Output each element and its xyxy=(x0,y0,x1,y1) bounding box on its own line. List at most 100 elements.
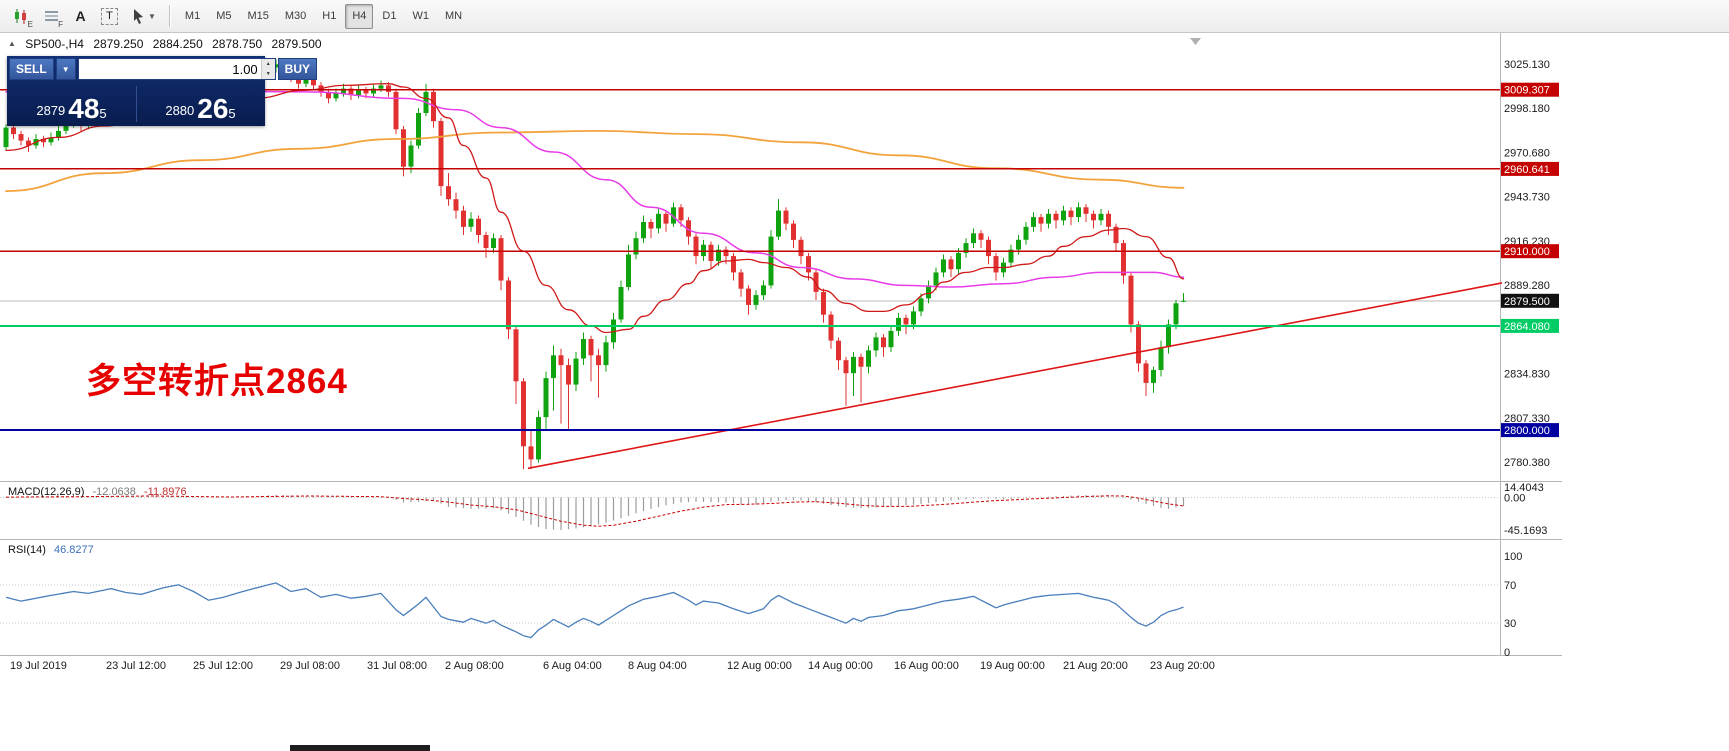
macd-name: MACD(12,26,9) xyxy=(8,486,85,498)
trade-options-dropdown[interactable]: ▼ xyxy=(55,58,76,80)
price-badge xyxy=(1501,293,1559,308)
macd-indicator-label: MACD(12,26,9) -12.0638 -11.8976 xyxy=(8,486,192,498)
cursor-tool-icon xyxy=(134,9,143,24)
svg-text:8 Aug 04:00: 8 Aug 04:00 xyxy=(628,660,687,672)
annotation-a-button[interactable]: A xyxy=(67,4,94,29)
buy-button[interactable]: BUY xyxy=(277,58,318,80)
price-badge xyxy=(1501,161,1559,176)
bid-price[interactable]: 2879 48 5 xyxy=(7,82,136,126)
svg-text:3009.307: 3009.307 xyxy=(1504,85,1550,97)
ma-mid-magenta xyxy=(5,89,1185,288)
timeframe-w1-button[interactable]: W1 xyxy=(405,4,436,29)
svg-text:19 Aug 00:00: 19 Aug 00:00 xyxy=(980,660,1045,672)
volume-input[interactable] xyxy=(78,59,261,79)
timeframe-h4-button[interactable]: H4 xyxy=(345,3,374,29)
chart-shift-marker[interactable] xyxy=(1190,38,1201,45)
svg-text:2943.730: 2943.730 xyxy=(1504,191,1550,203)
candlestick-chart-icon xyxy=(15,9,26,24)
svg-text:31 Jul 08:00: 31 Jul 08:00 xyxy=(367,660,427,672)
svg-text:16 Aug 00:00: 16 Aug 00:00 xyxy=(894,660,959,672)
candlestick-chart-button[interactable]: E xyxy=(7,4,35,29)
trendline[interactable] xyxy=(527,282,1503,470)
price-badge xyxy=(1501,318,1559,333)
chevron-down-icon: ▼ xyxy=(61,64,70,74)
sell-button[interactable]: SELL xyxy=(9,58,54,80)
svg-text:0: 0 xyxy=(1504,647,1510,659)
bid-ask-panel: 2879 48 5 2880 26 5 xyxy=(7,82,265,126)
ask-prefix: 2880 xyxy=(165,103,195,118)
svg-text:2889.280: 2889.280 xyxy=(1504,280,1550,292)
timeframe-h1-button[interactable]: H1 xyxy=(315,4,343,29)
svg-text:2998.180: 2998.180 xyxy=(1504,103,1550,115)
icon-sub-label: E xyxy=(27,19,33,29)
rsi-name: RSI(14) xyxy=(8,544,46,556)
macd-main-value: -12.0638 xyxy=(92,486,136,498)
bar-close-value: 2879.500 xyxy=(271,37,322,51)
rsi-indicator-label: RSI(14) 46.8277 xyxy=(8,544,99,556)
svg-text:2780.380: 2780.380 xyxy=(1504,457,1550,469)
timeframe-m15-button[interactable]: M15 xyxy=(240,4,275,29)
icon-sub-label: F xyxy=(58,19,63,29)
svg-text:21 Aug 20:00: 21 Aug 20:00 xyxy=(1063,660,1128,672)
bar-high-value: 2884.250 xyxy=(152,37,203,51)
taskbar-fragment xyxy=(290,745,430,751)
symbol-period-label: SP500-,H4 xyxy=(25,37,84,51)
svg-text:14 Aug 00:00: 14 Aug 00:00 xyxy=(808,660,873,672)
svg-text:2910.000: 2910.000 xyxy=(1504,246,1550,258)
chevron-down-icon: ▼ xyxy=(148,11,156,21)
volume-increase-button[interactable]: ▲ xyxy=(261,59,275,69)
svg-text:2879.500: 2879.500 xyxy=(1504,296,1550,308)
svg-text:70: 70 xyxy=(1504,580,1516,592)
candles-layer xyxy=(3,59,1186,470)
price-badge xyxy=(1501,244,1559,259)
svg-text:14.4043: 14.4043 xyxy=(1504,482,1544,494)
svg-text:6 Aug 04:00: 6 Aug 04:00 xyxy=(543,660,602,672)
price-badge xyxy=(1501,423,1559,438)
bid-main-digits: 48 xyxy=(68,92,100,124)
timeframe-m1-button[interactable]: M1 xyxy=(178,4,207,29)
bar-low-value: 2878.750 xyxy=(212,37,263,51)
price-annotation-text[interactable]: 多空转折点2864 xyxy=(86,362,348,401)
svg-text:12 Aug 00:00: 12 Aug 00:00 xyxy=(727,660,792,672)
trade-controls-row: SELL ▼ ▲ ▼ BUY xyxy=(7,56,318,82)
timeframe-d1-button[interactable]: D1 xyxy=(375,4,403,29)
svg-text:0.00: 0.00 xyxy=(1504,492,1525,504)
grid-button[interactable]: F xyxy=(37,4,65,29)
svg-text:2 Aug 08:00: 2 Aug 08:00 xyxy=(445,660,504,672)
svg-text:23 Aug 20:00: 23 Aug 20:00 xyxy=(1150,660,1215,672)
svg-text:19 Jul 2019: 19 Jul 2019 xyxy=(10,660,67,672)
ma-slow-orange xyxy=(5,130,1185,192)
svg-text:23 Jul 12:00: 23 Jul 12:00 xyxy=(106,660,166,672)
svg-text:2800.000: 2800.000 xyxy=(1504,425,1550,437)
svg-text:-45.1693: -45.1693 xyxy=(1504,525,1547,537)
svg-text:2970.680: 2970.680 xyxy=(1504,148,1550,160)
svg-text:100: 100 xyxy=(1504,551,1522,563)
timeframe-m5-button[interactable]: M5 xyxy=(209,4,238,29)
timeframe-mn-button[interactable]: MN xyxy=(438,4,469,29)
bar-open-value: 2879.250 xyxy=(93,37,144,51)
panel-separators xyxy=(0,33,1562,656)
svg-text:30: 30 xyxy=(1504,618,1516,630)
ma-fast-red xyxy=(5,83,1185,334)
grid-icon xyxy=(45,11,58,21)
svg-text:2834.830: 2834.830 xyxy=(1504,368,1550,380)
volume-decrease-button[interactable]: ▼ xyxy=(261,69,275,79)
svg-text:3025.130: 3025.130 xyxy=(1504,59,1550,71)
text-tool-button[interactable]: T xyxy=(96,4,123,29)
text-tool-icon: T xyxy=(101,7,118,25)
ask-price[interactable]: 2880 26 5 xyxy=(136,82,265,126)
svg-text:2864.080: 2864.080 xyxy=(1504,321,1550,333)
svg-text:25 Jul 12:00: 25 Jul 12:00 xyxy=(193,660,253,672)
macd-signal-value: -11.8976 xyxy=(143,486,187,498)
timeframe-m30-button[interactable]: M30 xyxy=(278,4,313,29)
volume-field: ▲ ▼ xyxy=(77,58,276,80)
price-divider xyxy=(136,86,137,122)
cursor-tool-button[interactable]: ▼ xyxy=(125,4,161,29)
svg-text:29 Jul 08:00: 29 Jul 08:00 xyxy=(280,660,340,672)
bid-prefix: 2879 xyxy=(36,103,66,118)
toolbar: E F A T ▼ M1 M5 M15 M30 H1 H4 D1 xyxy=(0,0,1729,33)
time-axis[interactable]: 19 Jul 2019 23 Jul 12:00 25 Jul 12:00 29 Ju… xyxy=(10,660,1215,672)
rsi-pane: 100 70 30 0 xyxy=(0,551,1522,659)
price-axis[interactable]: 3025.1302998.1802970.6802943.7302916.230… xyxy=(1501,59,1559,469)
